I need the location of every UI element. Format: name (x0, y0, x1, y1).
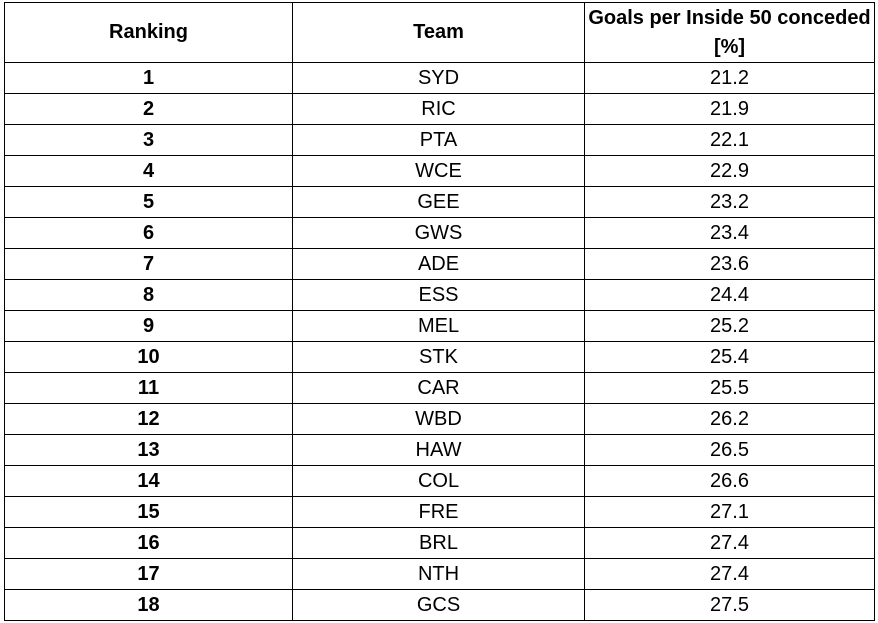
ranking-cell: 5 (4, 186, 293, 218)
table-row: 17 NTH 27.4 (4, 558, 875, 590)
ranking-cell: 2 (4, 93, 293, 125)
goals-per-inside-50-cell: 27.5 (584, 589, 875, 621)
ranking-cell: 3 (4, 124, 293, 156)
ranking-cell: 12 (4, 403, 293, 435)
team-cell: HAW (292, 434, 585, 466)
table-row: 16 BRL 27.4 (4, 527, 875, 559)
table-row: 5 GEE 23.2 (4, 186, 875, 218)
ranking-cell: 17 (4, 558, 293, 590)
table-row: 9 MEL 25.2 (4, 310, 875, 342)
ranking-cell: 4 (4, 155, 293, 187)
ranking-cell: 16 (4, 527, 293, 559)
team-cell: SYD (292, 62, 585, 94)
ranking-cell: 14 (4, 465, 293, 497)
header-goals-per-inside-50-conceded: Goals per Inside 50 conceded [%] (584, 2, 875, 63)
table-row: 13 HAW 26.5 (4, 434, 875, 466)
table-row: 10 STK 25.4 (4, 341, 875, 373)
ranking-cell: 6 (4, 217, 293, 249)
team-cell: GEE (292, 186, 585, 218)
team-cell: WCE (292, 155, 585, 187)
table-row: 3 PTA 22.1 (4, 124, 875, 156)
ranking-cell: 11 (4, 372, 293, 404)
table-row: 2 RIC 21.9 (4, 93, 875, 125)
table-row: 1 SYD 21.2 (4, 62, 875, 94)
table-row: 11 CAR 25.5 (4, 372, 875, 404)
team-cell: GCS (292, 589, 585, 621)
ranking-cell: 1 (4, 62, 293, 94)
header-ranking: Ranking (4, 2, 293, 63)
team-cell: WBD (292, 403, 585, 435)
table-body: 1 SYD 21.2 2 RIC 21.9 3 PTA 22.1 4 WCE 22.9 5 GEE 23.2… (4, 62, 875, 621)
goals-per-inside-50-cell: 23.4 (584, 217, 875, 249)
ranking-cell: 15 (4, 496, 293, 528)
ranking-cell: 7 (4, 248, 293, 280)
table-row: 4 WCE 22.9 (4, 155, 875, 187)
goals-per-inside-50-cell: 27.4 (584, 527, 875, 559)
ranking-cell: 8 (4, 279, 293, 311)
table-row: 7 ADE 23.6 (4, 248, 875, 280)
table-header: Ranking Team Goals per Inside 50 concede… (4, 2, 875, 63)
goals-per-inside-50-cell: 26.2 (584, 403, 875, 435)
ranking-cell: 18 (4, 589, 293, 621)
ranking-cell: 10 (4, 341, 293, 373)
ranking-cell: 13 (4, 434, 293, 466)
goals-per-inside-50-cell: 22.1 (584, 124, 875, 156)
team-cell: CAR (292, 372, 585, 404)
team-cell: NTH (292, 558, 585, 590)
goals-per-inside-50-cell: 22.9 (584, 155, 875, 187)
ranking-table: Ranking Team Goals per Inside 50 concede… (4, 2, 875, 621)
team-cell: GWS (292, 217, 585, 249)
goals-per-inside-50-cell: 25.4 (584, 341, 875, 373)
goals-per-inside-50-cell: 26.5 (584, 434, 875, 466)
header-team: Team (292, 2, 585, 63)
goals-per-inside-50-cell: 25.2 (584, 310, 875, 342)
goals-per-inside-50-cell: 27.1 (584, 496, 875, 528)
table-row: 12 WBD 26.2 (4, 403, 875, 435)
goals-per-inside-50-cell: 23.2 (584, 186, 875, 218)
table-row: 18 GCS 27.5 (4, 589, 875, 621)
team-cell: ESS (292, 279, 585, 311)
team-cell: BRL (292, 527, 585, 559)
team-cell: STK (292, 341, 585, 373)
table-row: 15 FRE 27.1 (4, 496, 875, 528)
team-cell: PTA (292, 124, 585, 156)
goals-per-inside-50-cell: 21.9 (584, 93, 875, 125)
header-row: Ranking Team Goals per Inside 50 concede… (4, 2, 875, 63)
goals-per-inside-50-cell: 21.2 (584, 62, 875, 94)
goals-per-inside-50-cell: 27.4 (584, 558, 875, 590)
team-cell: ADE (292, 248, 585, 280)
goals-per-inside-50-cell: 24.4 (584, 279, 875, 311)
team-cell: FRE (292, 496, 585, 528)
team-cell: RIC (292, 93, 585, 125)
ranking-cell: 9 (4, 310, 293, 342)
team-cell: COL (292, 465, 585, 497)
table-row: 6 GWS 23.4 (4, 217, 875, 249)
team-cell: MEL (292, 310, 585, 342)
goals-per-inside-50-cell: 23.6 (584, 248, 875, 280)
table-row: 14 COL 26.6 (4, 465, 875, 497)
table-row: 8 ESS 24.4 (4, 279, 875, 311)
goals-per-inside-50-cell: 25.5 (584, 372, 875, 404)
goals-per-inside-50-cell: 26.6 (584, 465, 875, 497)
